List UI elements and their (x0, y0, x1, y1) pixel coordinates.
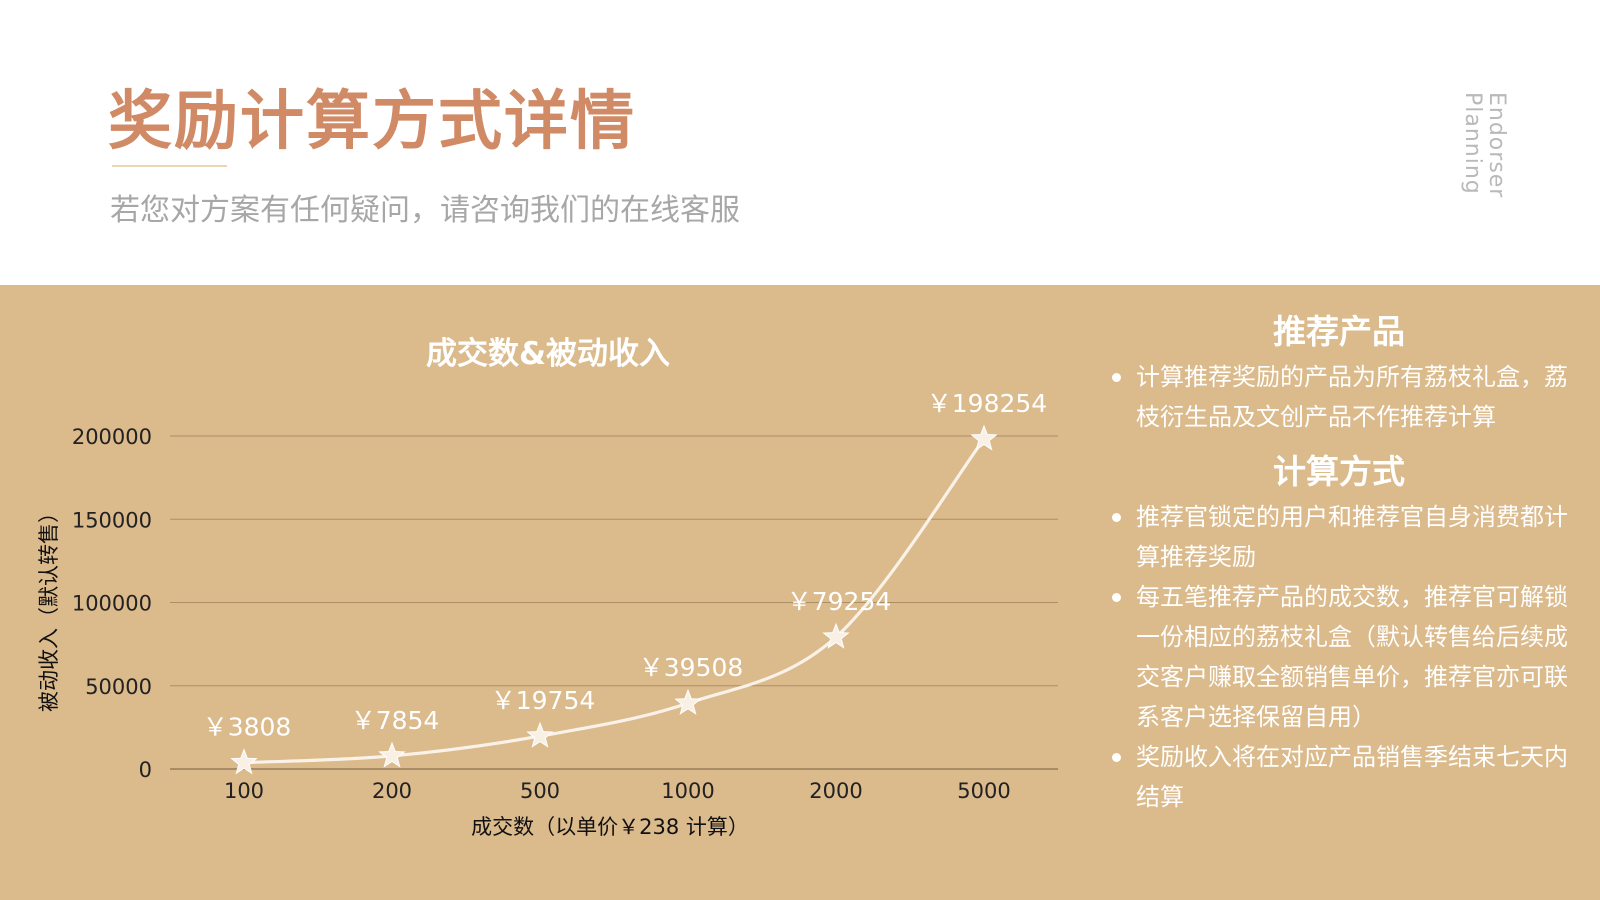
data-label: ￥79254 (787, 587, 892, 616)
content-panel (0, 285, 1600, 900)
data-label: ￥39508 (639, 653, 744, 682)
y-tick-labels: 0 50000 100000 150000 200000 (72, 425, 152, 782)
x-tick-label: 200 (372, 779, 412, 803)
data-labels: ￥3808 ￥7854 ￥19754 ￥39508 ￥79254 ￥198254 (203, 389, 1048, 742)
y-axis-title: 被动收入（默认转售） (37, 502, 61, 712)
page-subtitle: 若您对方案有任何疑问，请咨询我们的在线客服 (110, 193, 740, 228)
y-tick-label: 100000 (72, 592, 152, 616)
data-point-marker (230, 748, 258, 775)
section-heading-products: 推荐产品 (1273, 312, 1405, 351)
info-sidebar: 推荐产品 计算推荐奖励的产品为所有荔枝礼盒，荔枝衍生品及文创产品不作推荐计算 计… (1104, 307, 1574, 817)
product-list: 计算推荐奖励的产品为所有荔枝礼盒，荔枝衍生品及文创产品不作推荐计算 (1104, 357, 1574, 437)
chart-grid (170, 435, 1058, 687)
x-tick-label: 2000 (809, 779, 862, 803)
x-tick-label: 100 (224, 779, 264, 803)
data-point-marker (526, 721, 554, 748)
list-item: 奖励收入将在对应产品销售季结束七天内结算 (1104, 737, 1574, 817)
chart-title: 成交数&被动收入 (426, 336, 670, 372)
data-point-marker (378, 741, 406, 768)
data-label: ￥7854 (351, 706, 440, 735)
data-point-marker (970, 424, 998, 451)
chart: 成交数&被动收入 0 50000 100000 150000 200000 100 200… (37, 336, 1058, 839)
y-tick-label: 150000 (72, 508, 152, 532)
x-tick-label: 5000 (957, 779, 1010, 803)
y-tick-label: 200000 (72, 425, 152, 449)
title-underline (112, 165, 227, 167)
section-heading-calculation: 计算方式 (1273, 452, 1405, 491)
x-tick-labels: 100 200 500 1000 2000 5000 (224, 779, 1011, 803)
x-axis-title: 成交数（以单价￥238 计算） (471, 815, 749, 839)
page-title: 奖励计算方式详情 (108, 84, 636, 159)
series-line (243, 437, 986, 765)
vertical-tag-line-1: Endorser (1484, 92, 1509, 199)
header: 奖励计算方式详情 若您对方案有任何疑问，请咨询我们的在线客服 Endorser … (0, 0, 1600, 285)
list-item: 推荐官锁定的用户和推荐官自身消费都计算推荐奖励 (1104, 497, 1574, 577)
list-item: 计算推荐奖励的产品为所有荔枝礼盒，荔枝衍生品及文创产品不作推荐计算 (1104, 357, 1574, 437)
y-tick-label: 50000 (85, 675, 152, 699)
data-label: ￥3808 (203, 713, 292, 742)
data-point-marker (674, 688, 702, 715)
data-point-marker (822, 622, 850, 649)
vertical-tag-line-2: Planning (1460, 92, 1485, 195)
data-label: ￥198254 (927, 389, 1047, 418)
x-tick-label: 1000 (661, 779, 714, 803)
vertical-tag: Endorser Planning (1460, 92, 1509, 199)
x-tick-label: 500 (520, 779, 560, 803)
data-label: ￥19754 (491, 686, 596, 715)
calculation-list: 推荐官锁定的用户和推荐官自身消费都计算推荐奖励 每五笔推荐产品的成交数，推荐官可… (1104, 497, 1574, 817)
series-markers (230, 424, 998, 775)
y-tick-label: 0 (139, 758, 152, 782)
list-item: 每五笔推荐产品的成交数，推荐官可解锁一份相应的荔枝礼盒（默认转售给后续成交客户赚… (1104, 577, 1574, 737)
